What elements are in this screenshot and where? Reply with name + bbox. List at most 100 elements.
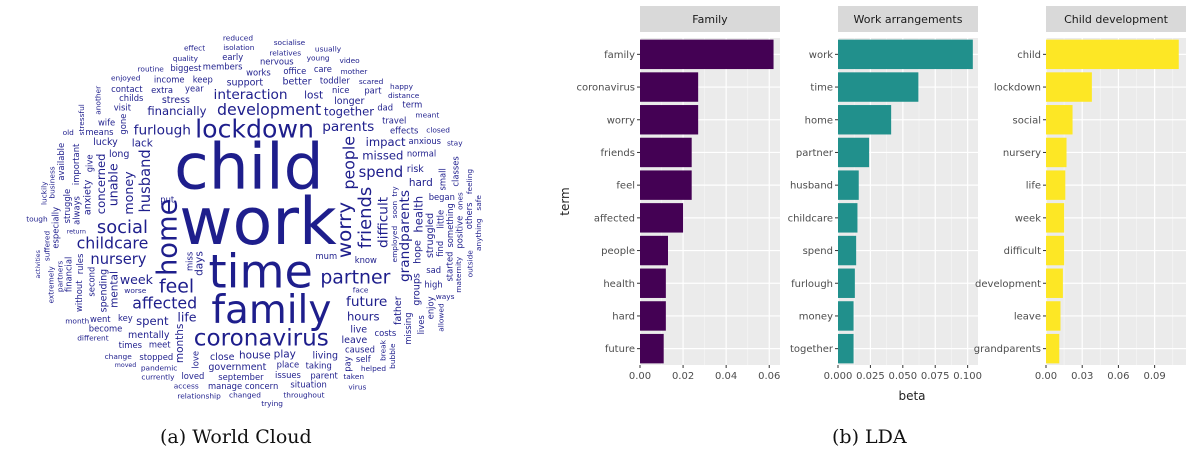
cloud-word: worry <box>333 202 356 258</box>
cloud-word: miss <box>184 252 194 271</box>
term-label: people <box>601 246 635 257</box>
cloud-word: meet <box>149 339 171 349</box>
y-axis-title: term <box>558 187 572 216</box>
cloud-word: mum <box>315 251 337 261</box>
cloud-word: moved <box>115 362 137 369</box>
cloud-word: biggest <box>170 63 202 73</box>
cloud-word: trying <box>261 399 283 408</box>
cloud-word: safe <box>474 195 483 211</box>
bar <box>838 203 858 233</box>
bar <box>640 268 666 298</box>
bar <box>838 301 854 331</box>
cloud-word: spend <box>359 164 404 181</box>
cloud-word: child <box>174 131 324 204</box>
bar <box>838 39 973 70</box>
cloud-word: worse <box>124 286 146 295</box>
cloud-word: taking <box>306 361 332 371</box>
bar <box>640 137 692 168</box>
cloud-word: father <box>393 296 404 325</box>
cloud-word: development <box>217 100 321 119</box>
term-label: feel <box>616 181 635 192</box>
cloud-word: tough <box>26 215 48 224</box>
cloud-word: anxious <box>409 136 442 146</box>
cloud-word: give <box>84 155 94 173</box>
cloud-word: went <box>90 314 111 324</box>
term-label: money <box>799 311 833 322</box>
cloud-word: mentally <box>128 330 170 341</box>
cloud-word: always <box>72 196 82 225</box>
cloud-word: high <box>424 279 442 289</box>
term-label: friends <box>601 148 635 159</box>
cloud-word: without <box>74 280 84 312</box>
x-tick-label: 0.06 <box>758 371 780 382</box>
cloud-word: money <box>121 171 136 215</box>
bar <box>838 268 855 298</box>
cloud-word: pay <box>343 356 353 371</box>
cloud-word: nursery <box>90 251 146 268</box>
term-label: social <box>1012 115 1041 126</box>
bar <box>1046 170 1066 200</box>
cloud-word: anything <box>474 218 483 251</box>
cloud-word: business <box>48 166 57 198</box>
cloud-word: outside <box>466 250 475 278</box>
cloud-word: rules <box>75 254 85 275</box>
cloud-word: throughout <box>283 391 324 400</box>
term-label: worry <box>607 115 635 126</box>
cloud-word: furlough <box>134 123 191 139</box>
x-tick-label: 0.050 <box>888 371 917 382</box>
cloud-word: hours <box>347 309 380 323</box>
cloud-word: suffered <box>42 231 51 262</box>
cloud-word: time <box>209 244 313 298</box>
cloud-word: financially <box>147 104 206 118</box>
cloud-word: nice <box>332 85 349 95</box>
cloud-word: currently <box>141 372 175 381</box>
facet-strip <box>838 6 978 32</box>
cloud-word: risk <box>407 164 424 175</box>
cloud-word: lucky <box>93 137 118 148</box>
cloud-word: unable <box>105 163 120 206</box>
cloud-word: isolation <box>223 43 254 52</box>
cloud-word: partners <box>55 261 64 292</box>
cloud-word: mental <box>109 271 121 308</box>
cloud-word: routine <box>138 64 165 73</box>
cloud-word: times <box>119 340 142 350</box>
term-label: time <box>810 83 833 94</box>
facet-strip <box>640 6 780 32</box>
term-label: week <box>1015 213 1041 224</box>
cloud-word: usually <box>315 45 342 54</box>
cloud-word: family <box>211 288 331 333</box>
cloud-word: government <box>208 362 266 373</box>
cloud-word: effects <box>390 126 418 136</box>
cloud-word: partner <box>320 267 390 289</box>
cloud-word: affected <box>132 293 197 312</box>
cloud-word: missed <box>362 148 403 162</box>
term-label: affected <box>594 213 635 224</box>
cloud-word: wife <box>98 117 115 127</box>
cloud-word: anxiety <box>82 179 93 215</box>
term-label: child <box>1017 50 1041 61</box>
term-label: grandparents <box>974 344 1041 355</box>
cloud-word: positive <box>455 216 465 249</box>
cloud-word: something <box>445 203 455 247</box>
cloud-word: allowed <box>436 303 445 332</box>
bar <box>1046 333 1060 364</box>
cloud-word: spent <box>136 314 169 328</box>
term-label: development <box>975 279 1041 290</box>
cloud-word: childcare <box>77 234 149 253</box>
cloud-word: manage <box>208 381 242 391</box>
cloud-word: stressful <box>77 104 86 135</box>
cloud-word: parents <box>322 119 374 135</box>
lda-chart: term Family 0.00 0.02 0.04 0.06 family coronavi… <box>558 6 1186 403</box>
term-label: family <box>604 50 635 61</box>
cloud-word: visit <box>114 103 132 113</box>
facet-panel: Family 0.00 0.02 0.04 0.06 family coronavirus w… <box>577 6 780 382</box>
cloud-word: missing <box>403 312 413 344</box>
cloud-word: keep <box>193 75 213 85</box>
cloud-word: hard <box>409 177 433 189</box>
cloud-word: extra <box>151 85 173 95</box>
cloud-word: especially <box>51 207 61 249</box>
facet-title: Child development <box>1064 13 1168 26</box>
term-label: future <box>605 344 635 355</box>
cloud-word: soon <box>390 200 399 218</box>
